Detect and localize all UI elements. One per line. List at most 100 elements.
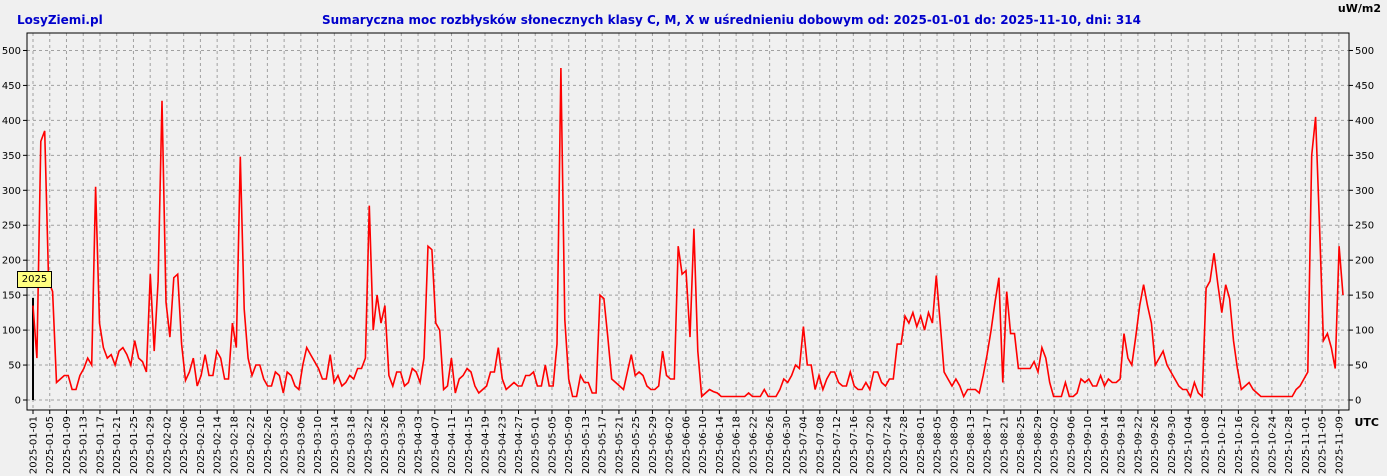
x-tick-label: 2025-10-24 [1267, 416, 1278, 474]
y-axis-left: 0 50 100 150 200 250 300 350 400 450 500 [2, 46, 27, 407]
x-tick-label: 2025-08-17 [983, 416, 994, 474]
x-tick-label: 2025-06-06 [681, 416, 692, 474]
brand-logo-text: LosyZiemi.pl [17, 13, 103, 27]
grid-lines [27, 33, 1349, 410]
y-tick-label-right: 200 [1355, 256, 1374, 267]
x-tick-label: 2025-07-24 [882, 416, 893, 474]
plot-area-frame [26, 32, 1350, 411]
y-tick-label-left: 50 [8, 361, 21, 372]
x-tick-label: 2025-06-10 [698, 416, 709, 474]
x-tick-label: 2025-07-04 [799, 416, 810, 474]
x-tick-label: 2025-08-13 [966, 416, 977, 474]
x-tick-label: 2025-10-04 [1184, 416, 1195, 474]
x-tick-label: 2025-07-28 [899, 416, 910, 474]
x-tick-label: 2025-09-30 [1167, 416, 1178, 474]
y-tick-label-right: 0 [1355, 396, 1361, 407]
x-tick-label: 2025-05-13 [581, 416, 592, 474]
y-tick-label-left: 200 [2, 256, 21, 267]
x-tick-label: 2025-01-05 [45, 416, 56, 474]
chart-title: Sumaryczna moc rozbłysków słonecznych kl… [322, 13, 1141, 27]
x-tick-label: 2025-07-08 [815, 416, 826, 474]
x-tick-label: 2025-01-13 [79, 416, 90, 474]
x-tick-label: 2025-02-26 [263, 416, 274, 474]
y-tick-label-right: 300 [1355, 186, 1374, 197]
x-tick-label: 2025-03-06 [296, 416, 307, 474]
x-tick-label: 2025-07-20 [866, 416, 877, 474]
y-tick-label-left: 100 [2, 326, 21, 337]
x-tick-label: 2025-05-21 [614, 416, 625, 474]
x-tick-label: 2025-01-25 [129, 416, 140, 474]
x-tick-label: 2025-10-16 [1234, 416, 1245, 474]
x-tick-label: 2025-01-29 [146, 416, 157, 474]
series-line [32, 67, 1344, 399]
x-tick-label: 2025-03-18 [347, 416, 358, 474]
x-tick-label: 2025-04-07 [430, 416, 441, 474]
x-tick-label: 2025-07-12 [832, 416, 843, 474]
x-tick-label: 2025-04-19 [481, 416, 492, 474]
x-tick-label: 2025-06-14 [715, 416, 726, 474]
x-tick-label: 2025-02-10 [196, 416, 207, 474]
x-tick-label: 2025-01-09 [62, 416, 73, 474]
x-tick-label: 2025-05-29 [648, 416, 659, 474]
x-tick-label: 2025-05-05 [547, 416, 558, 474]
x-tick-label: 2025-08-21 [999, 416, 1010, 474]
x-tick-label: 2025-01-01 [29, 416, 40, 474]
x-tick-label: 2025-06-22 [748, 416, 759, 474]
y-tick-label-right: 100 [1355, 326, 1374, 337]
x-tick-label: 2025-11-09 [1334, 416, 1345, 474]
x-tick-label: 2025-02-22 [246, 416, 257, 474]
y-tick-label-left: 450 [2, 81, 21, 92]
x-tick-label: 2025-06-30 [782, 416, 793, 474]
x-tick-label: 2025-08-09 [949, 416, 960, 474]
x-axis: 2025-01-01 2025-01-05 2025-01-09 2025-01-13… [29, 410, 1345, 474]
x-tick-label: 2025-07-16 [849, 416, 860, 474]
x-tick-label: 2025-09-10 [1083, 416, 1094, 474]
y-tick-label-right: 500 [1355, 46, 1374, 57]
x-tick-label: 2025-04-11 [447, 416, 458, 474]
x-tick-label: 2025-01-17 [95, 416, 106, 474]
x-tick-label: 2025-08-01 [916, 416, 927, 474]
x-tick-label: 2025-11-05 [1318, 416, 1329, 474]
y-axis-unit: uW/m2 [1337, 2, 1381, 15]
year-badge: 2025 [17, 271, 52, 288]
x-tick-label: 2025-02-06 [179, 416, 190, 474]
x-tick-label: 2025-04-27 [514, 416, 525, 474]
x-tick-label: 2025-04-15 [464, 416, 475, 474]
x-tick-label: 2025-01-21 [112, 416, 123, 474]
x-tick-label: 2025-10-12 [1217, 416, 1228, 474]
x-tick-label: 2025-09-26 [1150, 416, 1161, 474]
y-tick-label-right: 50 [1355, 361, 1368, 372]
x-tick-label: 2025-08-29 [1033, 416, 1044, 474]
x-tick-label: 2025-09-02 [1050, 416, 1061, 474]
x-tick-label: 2025-03-10 [313, 416, 324, 474]
x-tick-label: 2025-04-03 [414, 416, 425, 474]
x-tick-label: 2025-09-06 [1066, 416, 1077, 474]
x-tick-label: 2025-05-09 [564, 416, 575, 474]
timezone-label: UTC [1354, 416, 1379, 429]
x-tick-label: 2025-09-22 [1133, 416, 1144, 474]
y-tick-label-right: 150 [1355, 291, 1374, 302]
y-tick-label-right: 350 [1355, 151, 1374, 162]
x-tick-label: 2025-10-08 [1200, 416, 1211, 474]
x-tick-label: 2025-02-18 [229, 416, 240, 474]
y-tick-label-left: 400 [2, 116, 21, 127]
x-tick-label: 2025-09-14 [1100, 416, 1111, 474]
y-tick-label-left: 500 [2, 46, 21, 57]
x-tick-label: 2025-08-05 [933, 416, 944, 474]
x-tick-label: 2025-02-14 [213, 416, 224, 474]
y-tick-label-left: 0 [15, 396, 21, 407]
y-tick-label-left: 250 [2, 221, 21, 232]
y-tick-label-left: 150 [2, 291, 21, 302]
y-tick-label-left: 350 [2, 151, 21, 162]
y-tick-label-right: 400 [1355, 116, 1374, 127]
x-tick-label: 2025-04-23 [497, 416, 508, 474]
x-tick-label: 2025-02-02 [162, 416, 173, 474]
x-tick-label: 2025-06-02 [665, 416, 676, 474]
y-tick-label-right: 450 [1355, 81, 1374, 92]
x-tick-label: 2025-10-28 [1284, 416, 1295, 474]
x-tick-label: 2025-05-17 [598, 416, 609, 474]
x-tick-label: 2025-03-26 [380, 416, 391, 474]
x-tick-label: 2025-05-01 [531, 416, 542, 474]
x-tick-label: 2025-06-26 [765, 416, 776, 474]
